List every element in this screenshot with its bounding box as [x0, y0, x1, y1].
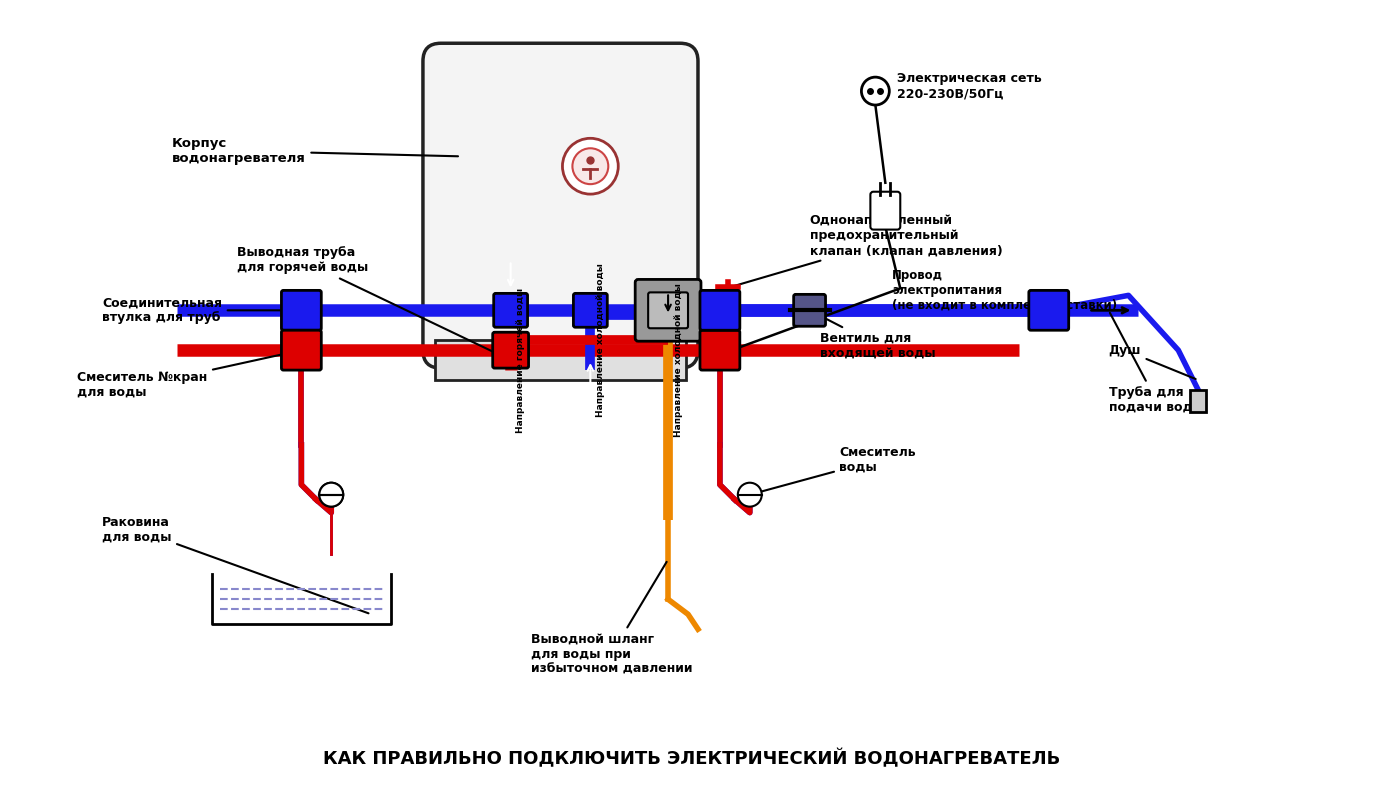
FancyBboxPatch shape: [700, 330, 740, 370]
Bar: [435, 340, 686, 380]
FancyBboxPatch shape: [871, 192, 900, 230]
FancyBboxPatch shape: [793, 294, 825, 326]
Text: Смеситель
воды: Смеситель воды: [753, 446, 916, 494]
Text: Смеситель №кран
для воды: Смеситель №кран для воды: [78, 350, 299, 399]
Circle shape: [738, 482, 761, 506]
Circle shape: [562, 138, 619, 194]
Text: Провод
электропитания
(не входит в комплект поставки): Провод электропитания (не входит в компл…: [893, 269, 1117, 312]
Text: Направление холодной воды: Направление холодной воды: [597, 263, 605, 417]
Text: Корпус
водонагревателя: Корпус водонагревателя: [172, 137, 458, 165]
FancyBboxPatch shape: [281, 290, 321, 330]
FancyBboxPatch shape: [281, 330, 321, 370]
FancyBboxPatch shape: [573, 294, 608, 327]
FancyBboxPatch shape: [635, 279, 700, 342]
Circle shape: [320, 482, 343, 506]
Text: Направление горячей воды: Направление горячей воды: [516, 287, 525, 433]
Text: Труба для
подачи воды: Труба для подачи воды: [1109, 313, 1204, 414]
FancyBboxPatch shape: [648, 292, 688, 328]
Circle shape: [861, 77, 890, 105]
Text: Соединительная
втулка для труб: Соединительная втулка для труб: [102, 296, 299, 324]
FancyBboxPatch shape: [1028, 290, 1068, 330]
Text: Направление холодной воды: Направление холодной воды: [674, 283, 682, 437]
Text: Выводной шланг
для воды при
избыточном давлении: Выводной шланг для воды при избыточном д…: [530, 562, 692, 676]
Text: Однонаправленный
предохранительный
клапан (клапан давления): Однонаправленный предохранительный клапа…: [671, 214, 1002, 305]
FancyBboxPatch shape: [700, 290, 740, 330]
FancyBboxPatch shape: [493, 332, 529, 368]
Circle shape: [573, 148, 609, 184]
Text: Электрическая сеть
220-230В/50Гц: Электрическая сеть 220-230В/50Гц: [897, 72, 1042, 100]
Text: Душ: Душ: [1109, 344, 1196, 379]
FancyBboxPatch shape: [494, 294, 527, 327]
Text: КАК ПРАВИЛЬНО ПОДКЛЮЧИТЬ ЭЛЕКТРИЧЕСКИЙ ВОДОНАГРЕВАТЕЛЬ: КАК ПРАВИЛЬНО ПОДКЛЮЧИТЬ ЭЛЕКТРИЧЕСКИЙ В…: [324, 749, 1060, 768]
FancyBboxPatch shape: [424, 43, 698, 368]
Bar: [1190, 390, 1207, 412]
Circle shape: [320, 482, 343, 506]
Text: Вентиль для
входящей воды: Вентиль для входящей воды: [812, 311, 936, 359]
Text: Раковина
для воды: Раковина для воды: [102, 515, 368, 614]
Text: Выводная труба
для горячей воды: Выводная труба для горячей воды: [237, 246, 508, 359]
